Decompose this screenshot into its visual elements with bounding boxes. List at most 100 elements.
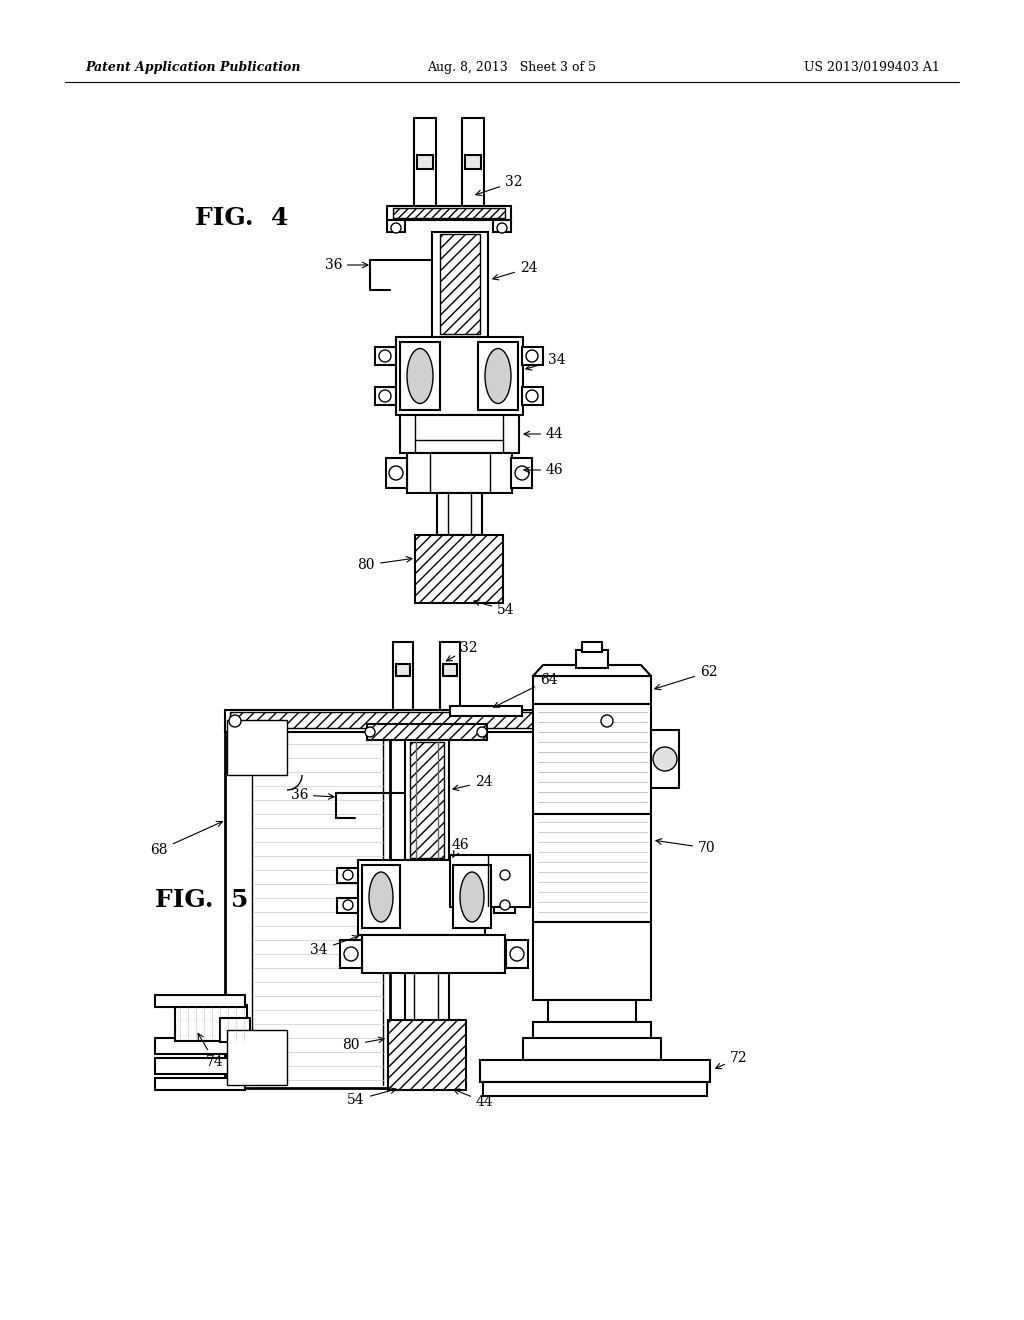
Bar (155, 1038, 245, 1053)
Text: 44: 44 (454, 1089, 494, 1109)
Bar (415, 535, 503, 603)
Bar (393, 209, 505, 218)
Text: 46: 46 (452, 838, 470, 857)
Bar (511, 458, 532, 488)
Bar (534, 814, 651, 921)
Circle shape (344, 946, 358, 961)
Bar (400, 342, 440, 411)
Circle shape (653, 747, 677, 771)
Bar (450, 706, 522, 715)
Text: 36: 36 (291, 788, 334, 803)
Bar (155, 1059, 245, 1074)
Bar (388, 1020, 466, 1090)
Bar (483, 1082, 707, 1096)
Bar (651, 730, 679, 788)
Circle shape (343, 900, 353, 909)
Bar (155, 995, 245, 1007)
Circle shape (500, 900, 510, 909)
Bar (175, 1005, 247, 1041)
Bar (337, 869, 358, 883)
Bar (387, 206, 511, 220)
Bar (406, 973, 449, 1020)
Bar (453, 865, 490, 928)
Bar (462, 117, 484, 206)
Text: 72: 72 (716, 1051, 748, 1069)
Bar (494, 898, 515, 913)
Polygon shape (534, 665, 651, 676)
Text: 54: 54 (347, 1088, 396, 1107)
Ellipse shape (369, 873, 393, 921)
Text: FIG.  5: FIG. 5 (155, 888, 249, 912)
Text: 74: 74 (198, 1034, 224, 1069)
Text: US 2013/0199403 A1: US 2013/0199403 A1 (804, 62, 940, 74)
Circle shape (389, 466, 403, 480)
Bar (386, 458, 407, 488)
Circle shape (510, 946, 524, 961)
Circle shape (477, 727, 487, 737)
Circle shape (391, 223, 401, 234)
Bar (410, 742, 444, 858)
Text: 80: 80 (342, 1038, 384, 1052)
Bar (358, 861, 485, 935)
Bar (220, 1018, 250, 1041)
Bar (582, 642, 602, 652)
Text: 64: 64 (494, 673, 558, 708)
Bar (375, 347, 396, 366)
Bar (440, 642, 460, 711)
Text: 24: 24 (453, 775, 493, 791)
Bar (340, 940, 362, 968)
Bar (417, 154, 433, 169)
Bar (227, 1030, 287, 1085)
Text: 36: 36 (325, 257, 368, 272)
Bar (534, 1022, 651, 1040)
Text: 44: 44 (524, 426, 564, 441)
Text: 80: 80 (357, 557, 412, 572)
Bar (534, 921, 651, 1001)
Bar (406, 741, 449, 861)
Bar (227, 719, 287, 775)
Circle shape (601, 715, 613, 727)
Bar (493, 220, 511, 232)
Bar (230, 711, 610, 729)
Circle shape (500, 870, 510, 880)
Bar (337, 898, 358, 913)
Bar (393, 642, 413, 711)
Text: 24: 24 (493, 261, 538, 280)
Text: FIG.  4: FIG. 4 (195, 206, 289, 230)
Text: 34: 34 (526, 352, 565, 370)
Text: 32: 32 (446, 642, 477, 661)
Text: 46: 46 (524, 463, 563, 477)
Bar (480, 1060, 710, 1082)
Text: Patent Application Publication: Patent Application Publication (85, 62, 300, 74)
Bar (367, 723, 487, 741)
Circle shape (497, 223, 507, 234)
Bar (400, 414, 519, 453)
Bar (522, 387, 543, 405)
Bar (575, 649, 608, 668)
Bar (432, 232, 488, 337)
Bar (450, 855, 530, 907)
Ellipse shape (460, 873, 484, 921)
Bar (437, 492, 482, 535)
Ellipse shape (485, 348, 511, 404)
Text: 54: 54 (474, 599, 515, 616)
Circle shape (526, 350, 538, 362)
Text: Aug. 8, 2013   Sheet 3 of 5: Aug. 8, 2013 Sheet 3 of 5 (427, 62, 597, 74)
Text: 68: 68 (151, 821, 222, 857)
Text: 62: 62 (654, 665, 718, 690)
Bar (414, 117, 436, 206)
Bar (225, 710, 615, 733)
Bar (396, 337, 523, 414)
Bar (407, 453, 512, 492)
Bar (375, 387, 396, 405)
Bar (465, 154, 481, 169)
Bar (478, 342, 518, 411)
Bar (360, 711, 493, 723)
Text: 70: 70 (656, 838, 716, 855)
Circle shape (365, 727, 375, 737)
Bar (362, 935, 505, 973)
Bar (387, 220, 406, 232)
Bar (443, 664, 457, 676)
Bar (362, 865, 400, 928)
Circle shape (379, 350, 391, 362)
